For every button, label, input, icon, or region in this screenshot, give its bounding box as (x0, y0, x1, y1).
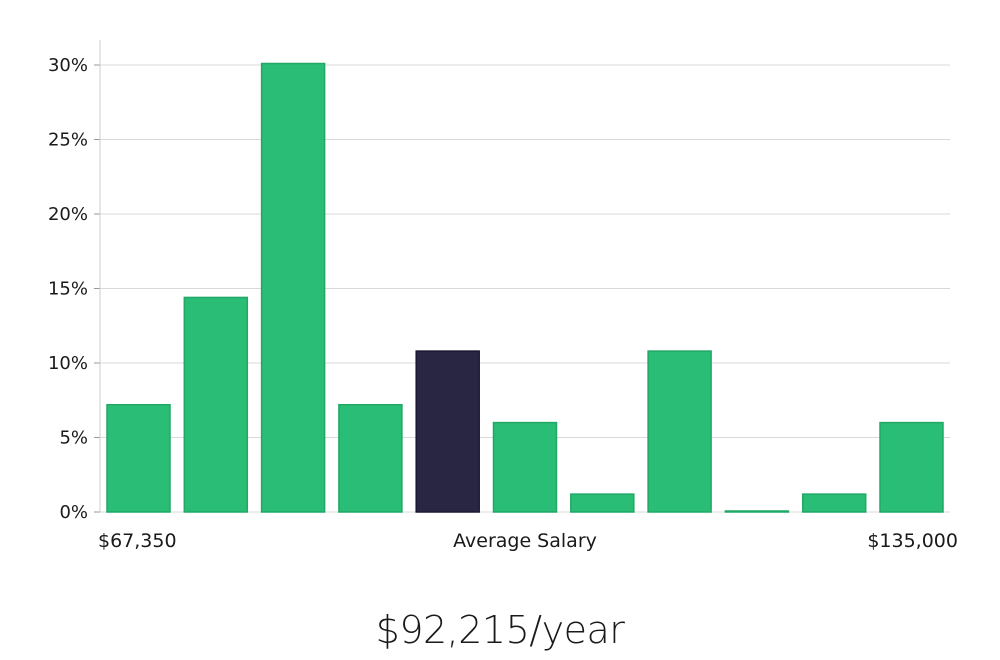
x-min-label: $67,350 (98, 530, 177, 552)
y-axis-ticks: 0% 5% 10% 15% 20% 25% 30% (48, 55, 100, 523)
y-tick-label: 20% (48, 204, 88, 225)
y-tick-label: 15% (48, 279, 88, 300)
bar (724, 510, 790, 513)
salary-histogram: 0% 5% 10% 15% 20% 25% 30% $67,350 Average Sala… (48, 40, 958, 552)
y-tick-label: 0% (59, 502, 88, 523)
y-tick-label: 10% (48, 353, 88, 374)
bar (647, 350, 712, 513)
bar-highlighted (415, 350, 480, 513)
y-tick-label: 30% (48, 55, 88, 76)
bar (338, 403, 403, 513)
y-tick-label: 5% (59, 428, 88, 449)
bar (106, 403, 171, 513)
x-max-label: $135,000 (867, 530, 958, 552)
bar (801, 493, 867, 513)
bar (879, 421, 944, 513)
average-salary-headline: $92,215/year (375, 608, 625, 652)
y-tick-label: 25% (48, 130, 88, 151)
x-center-label: Average Salary (453, 530, 597, 552)
bar (570, 493, 635, 513)
bar (183, 296, 249, 513)
bar (260, 62, 326, 513)
bar (492, 421, 558, 513)
bars (106, 62, 944, 513)
